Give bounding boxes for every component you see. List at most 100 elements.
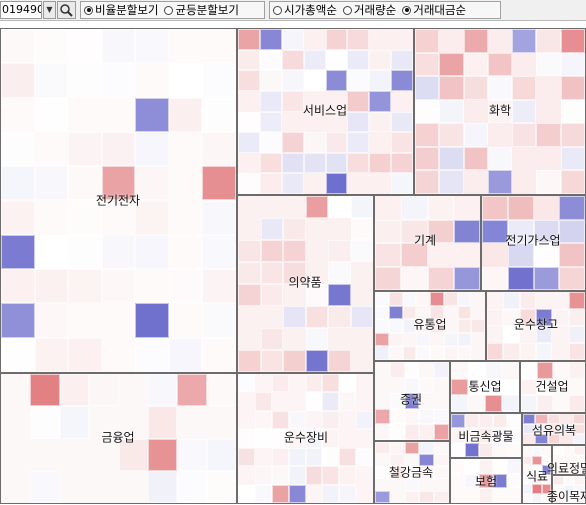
- stock-tile[interactable]: [168, 234, 203, 270]
- stock-tile[interactable]: [328, 284, 351, 306]
- stock-tile[interactable]: [347, 70, 370, 91]
- stock-tile[interactable]: [135, 166, 169, 201]
- stock-tile[interactable]: [391, 70, 413, 91]
- stock-tile[interactable]: [322, 392, 340, 411]
- stock-tile[interactable]: [434, 408, 449, 425]
- stock-tile[interactable]: [135, 337, 169, 372]
- stock-tile[interactable]: [443, 332, 458, 347]
- stock-tile[interactable]: [388, 305, 403, 320]
- stock-tile[interactable]: [147, 470, 178, 503]
- stock-tile[interactable]: [59, 406, 90, 439]
- sector-tile[interactable]: [450, 413, 522, 458]
- stock-tile[interactable]: [328, 240, 351, 262]
- stock-tile[interactable]: [389, 408, 405, 425]
- stock-tile[interactable]: [260, 218, 283, 240]
- stock-tile[interactable]: [493, 473, 507, 489]
- stock-tile[interactable]: [487, 99, 513, 124]
- stock-tile[interactable]: [536, 123, 561, 147]
- sector-tile[interactable]: [374, 361, 450, 441]
- stock-tile[interactable]: [507, 473, 521, 489]
- stock-tile[interactable]: [288, 410, 306, 430]
- stock-tile[interactable]: [563, 464, 575, 474]
- stock-tile[interactable]: [479, 414, 493, 429]
- stock-tile[interactable]: [260, 240, 283, 262]
- stock-tile[interactable]: [322, 429, 340, 448]
- sector-tile[interactable]: [450, 458, 522, 504]
- stock-tile[interactable]: [238, 132, 260, 153]
- stock-tile[interactable]: [305, 429, 323, 448]
- stock-tile[interactable]: [347, 90, 370, 112]
- stock-tile[interactable]: [135, 97, 169, 132]
- stock-tile[interactable]: [271, 429, 289, 448]
- stock-tile[interactable]: [1, 269, 35, 304]
- stock-tile[interactable]: [559, 196, 585, 220]
- stock-tile[interactable]: [177, 438, 207, 471]
- stock-tile[interactable]: [512, 99, 537, 124]
- stock-tile[interactable]: [401, 219, 428, 243]
- stock-tile[interactable]: [1, 29, 35, 64]
- stock-tile[interactable]: [347, 132, 370, 153]
- stock-tile[interactable]: [560, 29, 585, 53]
- stock-tile[interactable]: [487, 76, 513, 100]
- stock-tile[interactable]: [375, 266, 402, 290]
- stock-tile[interactable]: [238, 29, 260, 50]
- stock-tile[interactable]: [439, 76, 464, 100]
- sector-tile[interactable]: [0, 373, 237, 504]
- stock-tile[interactable]: [305, 284, 328, 306]
- stock-tile[interactable]: [254, 410, 272, 430]
- stock-tile[interactable]: [523, 455, 533, 465]
- stock-tile[interactable]: [503, 309, 520, 326]
- stock-tile[interactable]: [339, 466, 357, 485]
- stock-tile[interactable]: [260, 350, 283, 372]
- stock-tile[interactable]: [391, 173, 413, 194]
- sector-tile[interactable]: [522, 445, 552, 504]
- stock-tile[interactable]: [135, 200, 169, 235]
- stock-tile[interactable]: [369, 90, 392, 112]
- stock-tile[interactable]: [34, 303, 69, 338]
- stock-tile[interactable]: [468, 378, 485, 396]
- stock-tile[interactable]: [68, 269, 102, 304]
- stock-tile[interactable]: [419, 490, 435, 503]
- stock-tile[interactable]: [404, 466, 420, 479]
- stock-tile[interactable]: [419, 442, 435, 455]
- stock-tile[interactable]: [34, 337, 69, 372]
- stock-tile[interactable]: [202, 97, 236, 132]
- stock-tile[interactable]: [202, 234, 236, 270]
- stock-tile[interactable]: [328, 196, 351, 218]
- stock-tile[interactable]: [479, 488, 493, 503]
- stock-tile[interactable]: [68, 63, 102, 98]
- stock-tile[interactable]: [536, 343, 553, 360]
- stock-tile[interactable]: [328, 350, 351, 372]
- stock-tile[interactable]: [238, 70, 260, 91]
- stock-tile[interactable]: [168, 337, 203, 372]
- stock-tile[interactable]: [532, 484, 542, 494]
- stock-tile[interactable]: [402, 305, 417, 320]
- stock-tile[interactable]: [443, 346, 458, 360]
- stock-tile[interactable]: [1, 303, 35, 338]
- stock-tile[interactable]: [375, 442, 390, 455]
- stock-tile[interactable]: [482, 196, 508, 220]
- stock-tile[interactable]: [271, 374, 289, 393]
- sector-tile[interactable]: [237, 195, 374, 373]
- stock-tile[interactable]: [238, 374, 255, 393]
- stock-tile[interactable]: [430, 305, 444, 320]
- stock-tile[interactable]: [305, 196, 328, 218]
- stock-tile[interactable]: [389, 362, 405, 378]
- stock-tile[interactable]: [101, 63, 136, 98]
- stock-tile[interactable]: [416, 292, 430, 306]
- stock-tile[interactable]: [559, 266, 585, 290]
- stock-tile[interactable]: [453, 266, 480, 290]
- stock-tile[interactable]: [322, 374, 340, 393]
- stock-tile[interactable]: [465, 473, 479, 489]
- stock-code-input[interactable]: 019490: [0, 1, 42, 19]
- stock-tile[interactable]: [451, 414, 465, 429]
- stock-tile[interactable]: [439, 123, 464, 147]
- stock-tile[interactable]: [457, 332, 472, 347]
- stock-tile[interactable]: [434, 490, 449, 503]
- stock-tile[interactable]: [430, 319, 444, 333]
- stock-tile[interactable]: [560, 52, 585, 77]
- stock-tile[interactable]: [402, 292, 417, 306]
- stock-tile[interactable]: [68, 234, 102, 270]
- stock-tile[interactable]: [507, 219, 534, 243]
- stock-tile[interactable]: [391, 111, 413, 133]
